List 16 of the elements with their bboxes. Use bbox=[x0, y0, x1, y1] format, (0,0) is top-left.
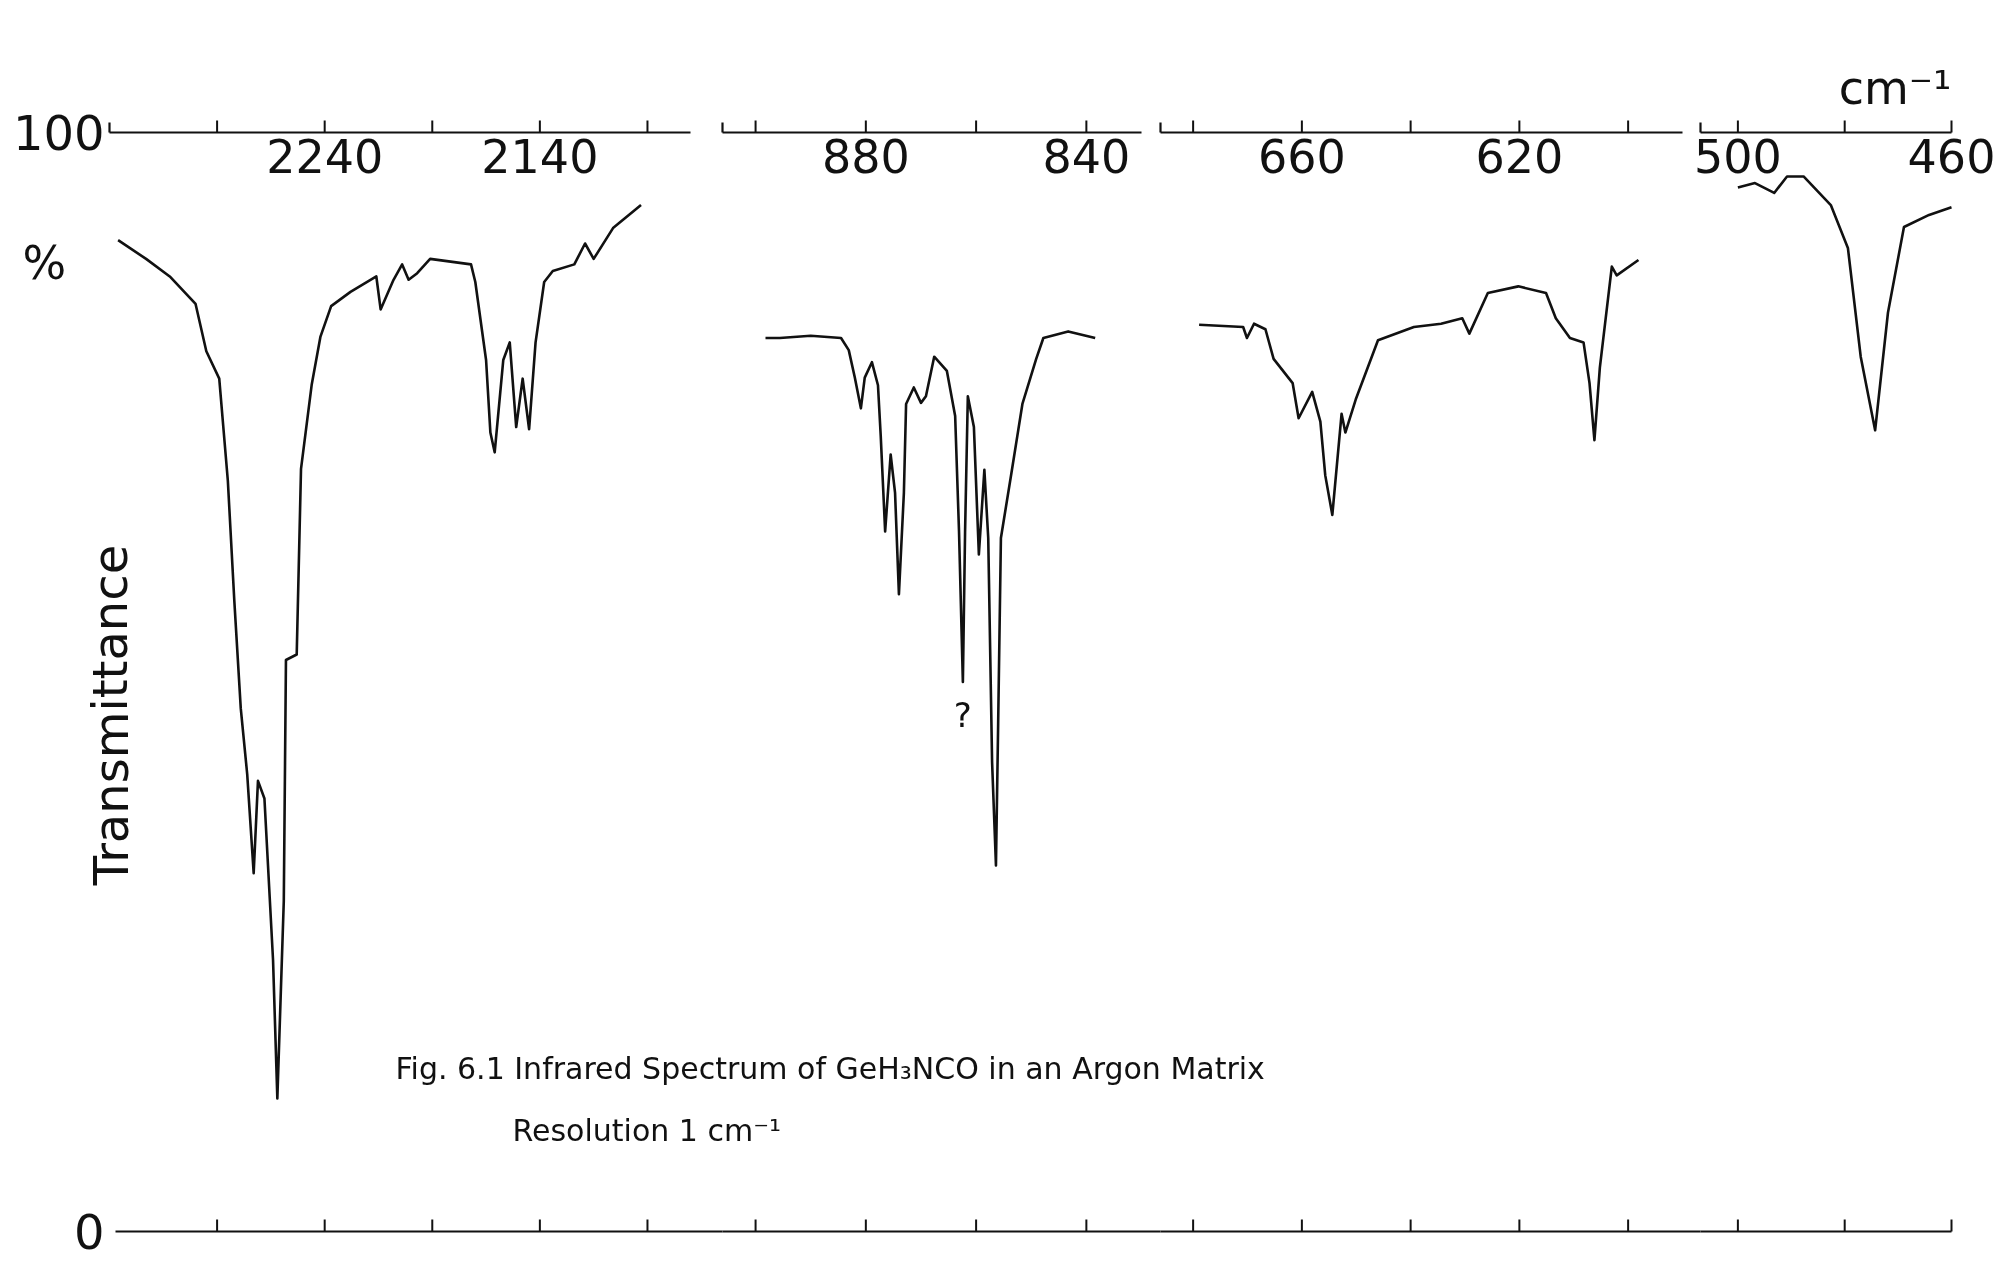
x-tick-label: 880 bbox=[821, 129, 910, 184]
annotation: ? bbox=[953, 695, 972, 736]
text: % bbox=[22, 235, 67, 290]
x-tick-label: 2140 bbox=[481, 129, 599, 184]
x-tick-label: 620 bbox=[1475, 129, 1564, 184]
x-tick-label: 500 bbox=[1693, 129, 1782, 184]
annotation: Resolution 1 cm⁻¹ bbox=[512, 1113, 781, 1148]
x-axis-title: cm⁻¹ bbox=[1838, 60, 1952, 115]
x-tick-label: 660 bbox=[1257, 129, 1346, 184]
y-axis-title: Transmittance bbox=[82, 544, 139, 887]
y-tick-label: 0 bbox=[73, 1204, 105, 1260]
x-tick-label: 840 bbox=[1042, 129, 1131, 184]
x-tick-label: 2240 bbox=[266, 129, 384, 184]
y-tick-label: 100 bbox=[12, 105, 105, 161]
annotation: Fig. 6.1 Infrared Spectrum of GeH₃NCO in an Argon Matrix bbox=[395, 1051, 1265, 1086]
x-tick-label: 460 bbox=[1907, 129, 1996, 184]
